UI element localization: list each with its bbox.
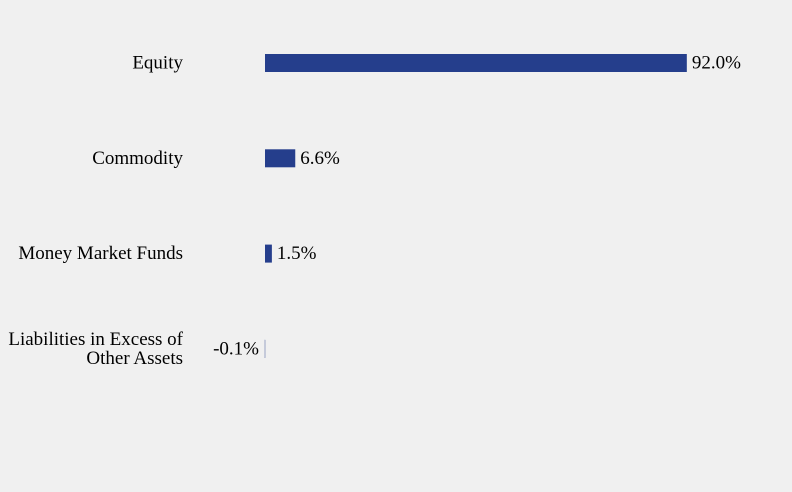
value-label-money-market-funds: 1.5% (277, 243, 317, 264)
category-label-line: Liabilities in Excess of (8, 329, 183, 350)
value-label-commodity: 6.6% (300, 148, 340, 169)
category-label-liabilities-in-excess-of-other-assets: Liabilities in Excess of Other Assets (8, 329, 183, 369)
bars-layer (264, 54, 687, 358)
value-label-liabilities-in-excess-of-other-assets: -0.1% (213, 338, 259, 359)
category-label-line: Money Market Funds (18, 243, 183, 264)
category-label-line: Other Assets (86, 348, 183, 369)
category-label-money-market-funds: Money Market Funds (18, 243, 183, 264)
value-label-equity: 92.0% (692, 53, 741, 74)
category-label-equity: Equity (132, 53, 183, 74)
labels-layer: 92.0% Equity 6.6% Commodity 1.5% Money Market… (8, 53, 741, 369)
bar-commodity (265, 149, 296, 168)
category-label-line: Commodity (92, 148, 183, 169)
bar-money-market-funds (265, 244, 272, 263)
category-label-line: Equity (132, 53, 183, 74)
bar-equity (265, 54, 687, 72)
category-label-commodity: Commodity (92, 148, 183, 169)
